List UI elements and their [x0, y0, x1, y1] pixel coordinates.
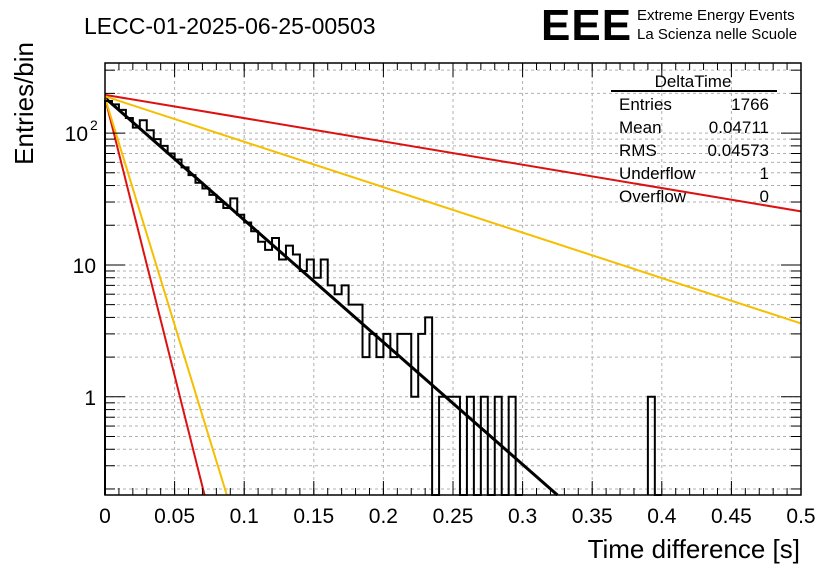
x-tick-label: 0.3 — [508, 505, 537, 528]
stats-value: 1766 — [731, 95, 769, 114]
statistics-box: DeltaTime Entries 1766 Mean 0.04711 RMS 0.045… — [611, 72, 777, 206]
org-name-line2: La Scienza nelle Scuole — [637, 26, 797, 43]
fit-curve — [104, 97, 228, 496]
y-tick-label: 1 — [84, 387, 96, 410]
stats-label: Entries — [619, 95, 672, 114]
chart-title: LECC-01-2025-06-25-00503 — [84, 13, 376, 39]
x-tick-labels: 0 0.05 0.1 0.15 0.2 0.25 0.3 0.35 0.4 0.45 0.5 — [99, 505, 815, 528]
org-name-line1: Extreme Energy Events — [637, 7, 795, 24]
stats-label: Underflow — [619, 164, 696, 183]
stats-value: 0.04573 — [708, 141, 769, 160]
y-axis-label: Entries/bin — [9, 42, 39, 165]
fit-curve — [104, 97, 206, 496]
stats-title: DeltaTime — [655, 72, 732, 91]
x-tick-label: 0.35 — [572, 505, 613, 528]
x-tick-label: 0.45 — [711, 505, 752, 528]
x-tick-label: 0.5 — [786, 505, 815, 528]
fit-curves — [104, 93, 802, 497]
stats-label: RMS — [619, 141, 657, 160]
stats-value: 1 — [760, 164, 769, 183]
stats-value: 0 — [760, 187, 769, 206]
stats-label: Mean — [619, 118, 662, 137]
stats-label: Overflow — [619, 187, 687, 206]
fit-curve — [104, 95, 802, 325]
axis-ticks — [104, 63, 802, 495]
y-tick-label: 10 — [73, 255, 96, 278]
x-tick-label: 0.05 — [154, 505, 195, 528]
stats-value: 0.04711 — [709, 118, 769, 137]
x-axis-label: Time difference [s] — [588, 534, 800, 564]
fit-curve — [104, 96, 559, 497]
grid-lines — [105, 63, 801, 495]
x-tick-label: 0.2 — [369, 505, 398, 528]
x-tick-label: 0.4 — [647, 505, 677, 528]
x-tick-label: 0.1 — [230, 505, 259, 528]
y-tick-label: 10 — [65, 123, 88, 146]
x-tick-label: 0.25 — [433, 505, 474, 528]
fit-curve — [104, 93, 802, 213]
y-tick-exponent: 2 — [90, 117, 98, 133]
x-tick-label: 0 — [99, 505, 111, 528]
eee-logo: EEE — [541, 1, 632, 50]
x-tick-label: 0.15 — [293, 505, 334, 528]
